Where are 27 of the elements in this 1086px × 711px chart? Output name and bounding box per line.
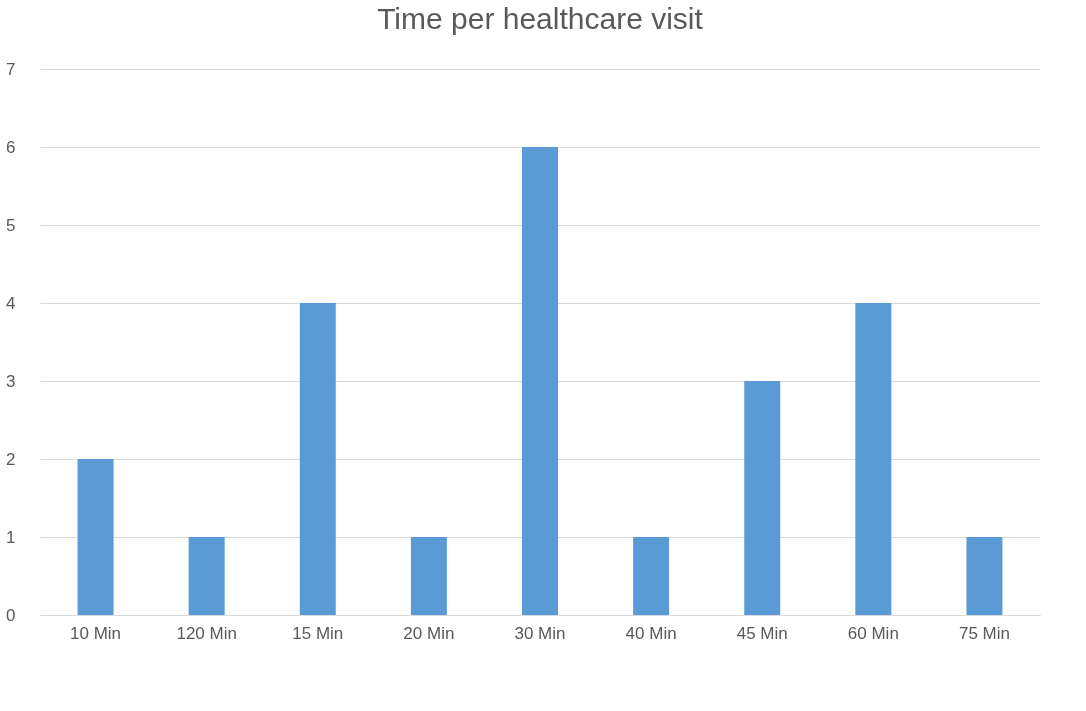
x-tick-label: 15 Min <box>292 623 344 643</box>
bar <box>522 147 558 615</box>
y-tick-label: 2 <box>6 449 16 469</box>
bar <box>299 303 336 615</box>
x-tick-label: 120 Min <box>176 623 237 643</box>
y-tick-label: 0 <box>6 605 16 625</box>
bar <box>966 537 1003 615</box>
bar <box>633 537 670 615</box>
bar <box>744 381 781 615</box>
chart-title: Time per healthcare visit <box>377 2 704 35</box>
y-tick-label: 4 <box>6 293 16 313</box>
bar <box>410 537 447 615</box>
y-tick-label: 7 <box>6 59 16 79</box>
x-tick-label: 10 Min <box>70 623 122 643</box>
y-tick-label: 1 <box>6 527 16 547</box>
x-tick-label: 30 Min <box>514 623 566 643</box>
bar <box>77 459 114 615</box>
bar <box>188 537 225 615</box>
bar <box>855 303 892 615</box>
y-tick-label: 5 <box>6 215 16 235</box>
x-tick-label: 60 Min <box>847 623 899 643</box>
x-tick-label: 45 Min <box>736 623 788 643</box>
y-tick-label: 3 <box>6 371 16 391</box>
x-tick-label: 40 Min <box>625 623 677 643</box>
x-tick-label: 75 Min <box>958 623 1010 643</box>
x-tick-label: 20 Min <box>403 623 455 643</box>
y-tick-label: 6 <box>6 137 16 157</box>
